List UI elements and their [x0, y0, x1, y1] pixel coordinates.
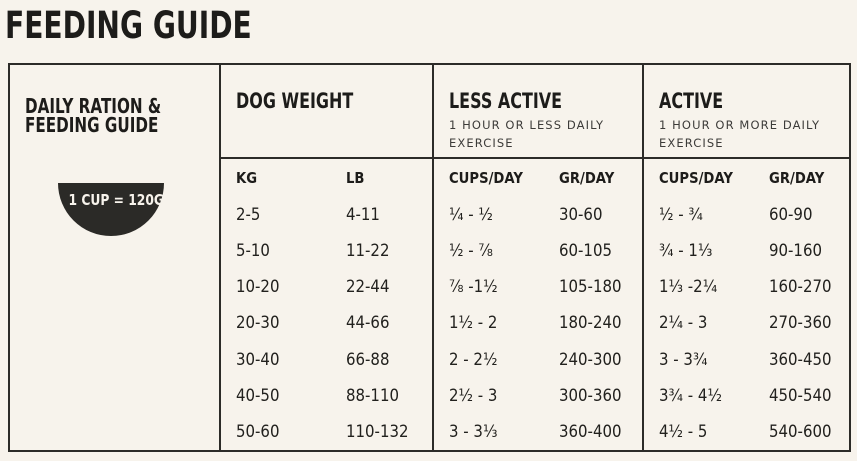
table-row: 2-5 4-11: [236, 205, 380, 226]
cup-conversion-badge: 1 CUP = 120G: [58, 183, 164, 236]
active-header: ACTIVE 1 HOUR OR MORE DAILY EXERCISE: [644, 65, 849, 159]
table-row: ¾ - 1⅓ 90-160: [659, 241, 822, 262]
active-subheader: CUPS/DAY GR/DAY: [644, 159, 849, 197]
table-row: 2¼ - 3 270-360: [659, 313, 832, 334]
table-row: 1½ - 2 180-240: [449, 313, 622, 334]
table-row: 50-60 110-132: [236, 421, 409, 442]
cups-per-day-header: CUPS/DAY: [449, 169, 523, 187]
less-active-subtitle: 1 HOUR OR LESS DAILY EXERCISE: [449, 118, 605, 150]
dog-weight-header: DOG WEIGHT: [221, 65, 432, 159]
table-row: 1⅓ -2¼ 160-270: [659, 277, 832, 298]
table-row: 2 - 2½ 240-300: [449, 349, 622, 370]
table-row: 3 - 3⅓ 360-400: [449, 421, 622, 442]
section-active: ACTIVE 1 HOUR OR MORE DAILY EXERCISE CUP…: [642, 65, 849, 450]
sidebar-heading-line1: DAILY RATION &: [25, 94, 162, 118]
feeding-table: DAILY RATION & FEEDING GUIDE 1 CUP = 120…: [8, 63, 851, 452]
sidebar-section: DAILY RATION & FEEDING GUIDE 1 CUP = 120…: [10, 65, 219, 450]
sidebar-heading: DAILY RATION & FEEDING GUIDE: [25, 94, 219, 137]
less-active-rows: CUPS/DAY GR/DAY ¼ - ½ 30-60 ½ - ⅞ 60-105 ⅞…: [434, 159, 642, 450]
table-row: 40-50 88-110: [236, 385, 399, 406]
table-row: ⅞ -1½ 105-180: [449, 277, 622, 298]
section-dog-weight: DOG WEIGHT KG LB 2-5 4-11 5-10 11-22 10-20…: [219, 65, 432, 450]
less-active-title: LESS ACTIVE: [449, 89, 563, 113]
table-row: ½ - ¾ 60-90: [659, 205, 813, 226]
grams-per-day-header: GR/DAY: [769, 169, 825, 187]
lb-column-header: LB: [346, 169, 365, 187]
less-active-header: LESS ACTIVE 1 HOUR OR LESS DAILY EXERCIS…: [434, 65, 642, 159]
active-title: ACTIVE: [659, 89, 724, 113]
grams-per-day-header: GR/DAY: [559, 169, 615, 187]
table-row: 20-30 44-66: [236, 313, 390, 334]
cup-conversion-label: 1 CUP = 120G: [68, 191, 165, 209]
table-row: 3 - 3¾ 360-450: [659, 349, 832, 370]
sidebar-heading-line2: FEEDING GUIDE: [25, 113, 159, 137]
kg-column-header: KG: [236, 169, 258, 187]
dog-weight-rows: KG LB 2-5 4-11 5-10 11-22 10-20 22-44 20-30…: [221, 159, 432, 450]
dog-weight-title: DOG WEIGHT: [236, 89, 354, 113]
active-rows: CUPS/DAY GR/DAY ½ - ¾ 60-90 ¾ - 1⅓ 90-160 …: [644, 159, 849, 450]
table-row: ½ - ⅞ 60-105: [449, 241, 612, 262]
dog-weight-subheader: KG LB: [221, 159, 432, 197]
table-row: 10-20 22-44: [236, 277, 390, 298]
table-row: 30-40 66-88: [236, 349, 390, 370]
cups-per-day-header: CUPS/DAY: [659, 169, 733, 187]
table-row: ¼ - ½ 30-60: [449, 205, 603, 226]
table-row: 5-10 11-22: [236, 241, 390, 262]
table-row: 4½ - 5 540-600: [659, 421, 832, 442]
active-subtitle: 1 HOUR OR MORE DAILY EXERCISE: [659, 118, 821, 150]
table-row: 3¾ - 4½ 450-540: [659, 385, 832, 406]
less-active-subheader: CUPS/DAY GR/DAY: [434, 159, 642, 197]
page-title: FEEDING GUIDE: [5, 4, 252, 47]
section-less-active: LESS ACTIVE 1 HOUR OR LESS DAILY EXERCIS…: [432, 65, 642, 450]
table-row: 2½ - 3 300-360: [449, 385, 622, 406]
